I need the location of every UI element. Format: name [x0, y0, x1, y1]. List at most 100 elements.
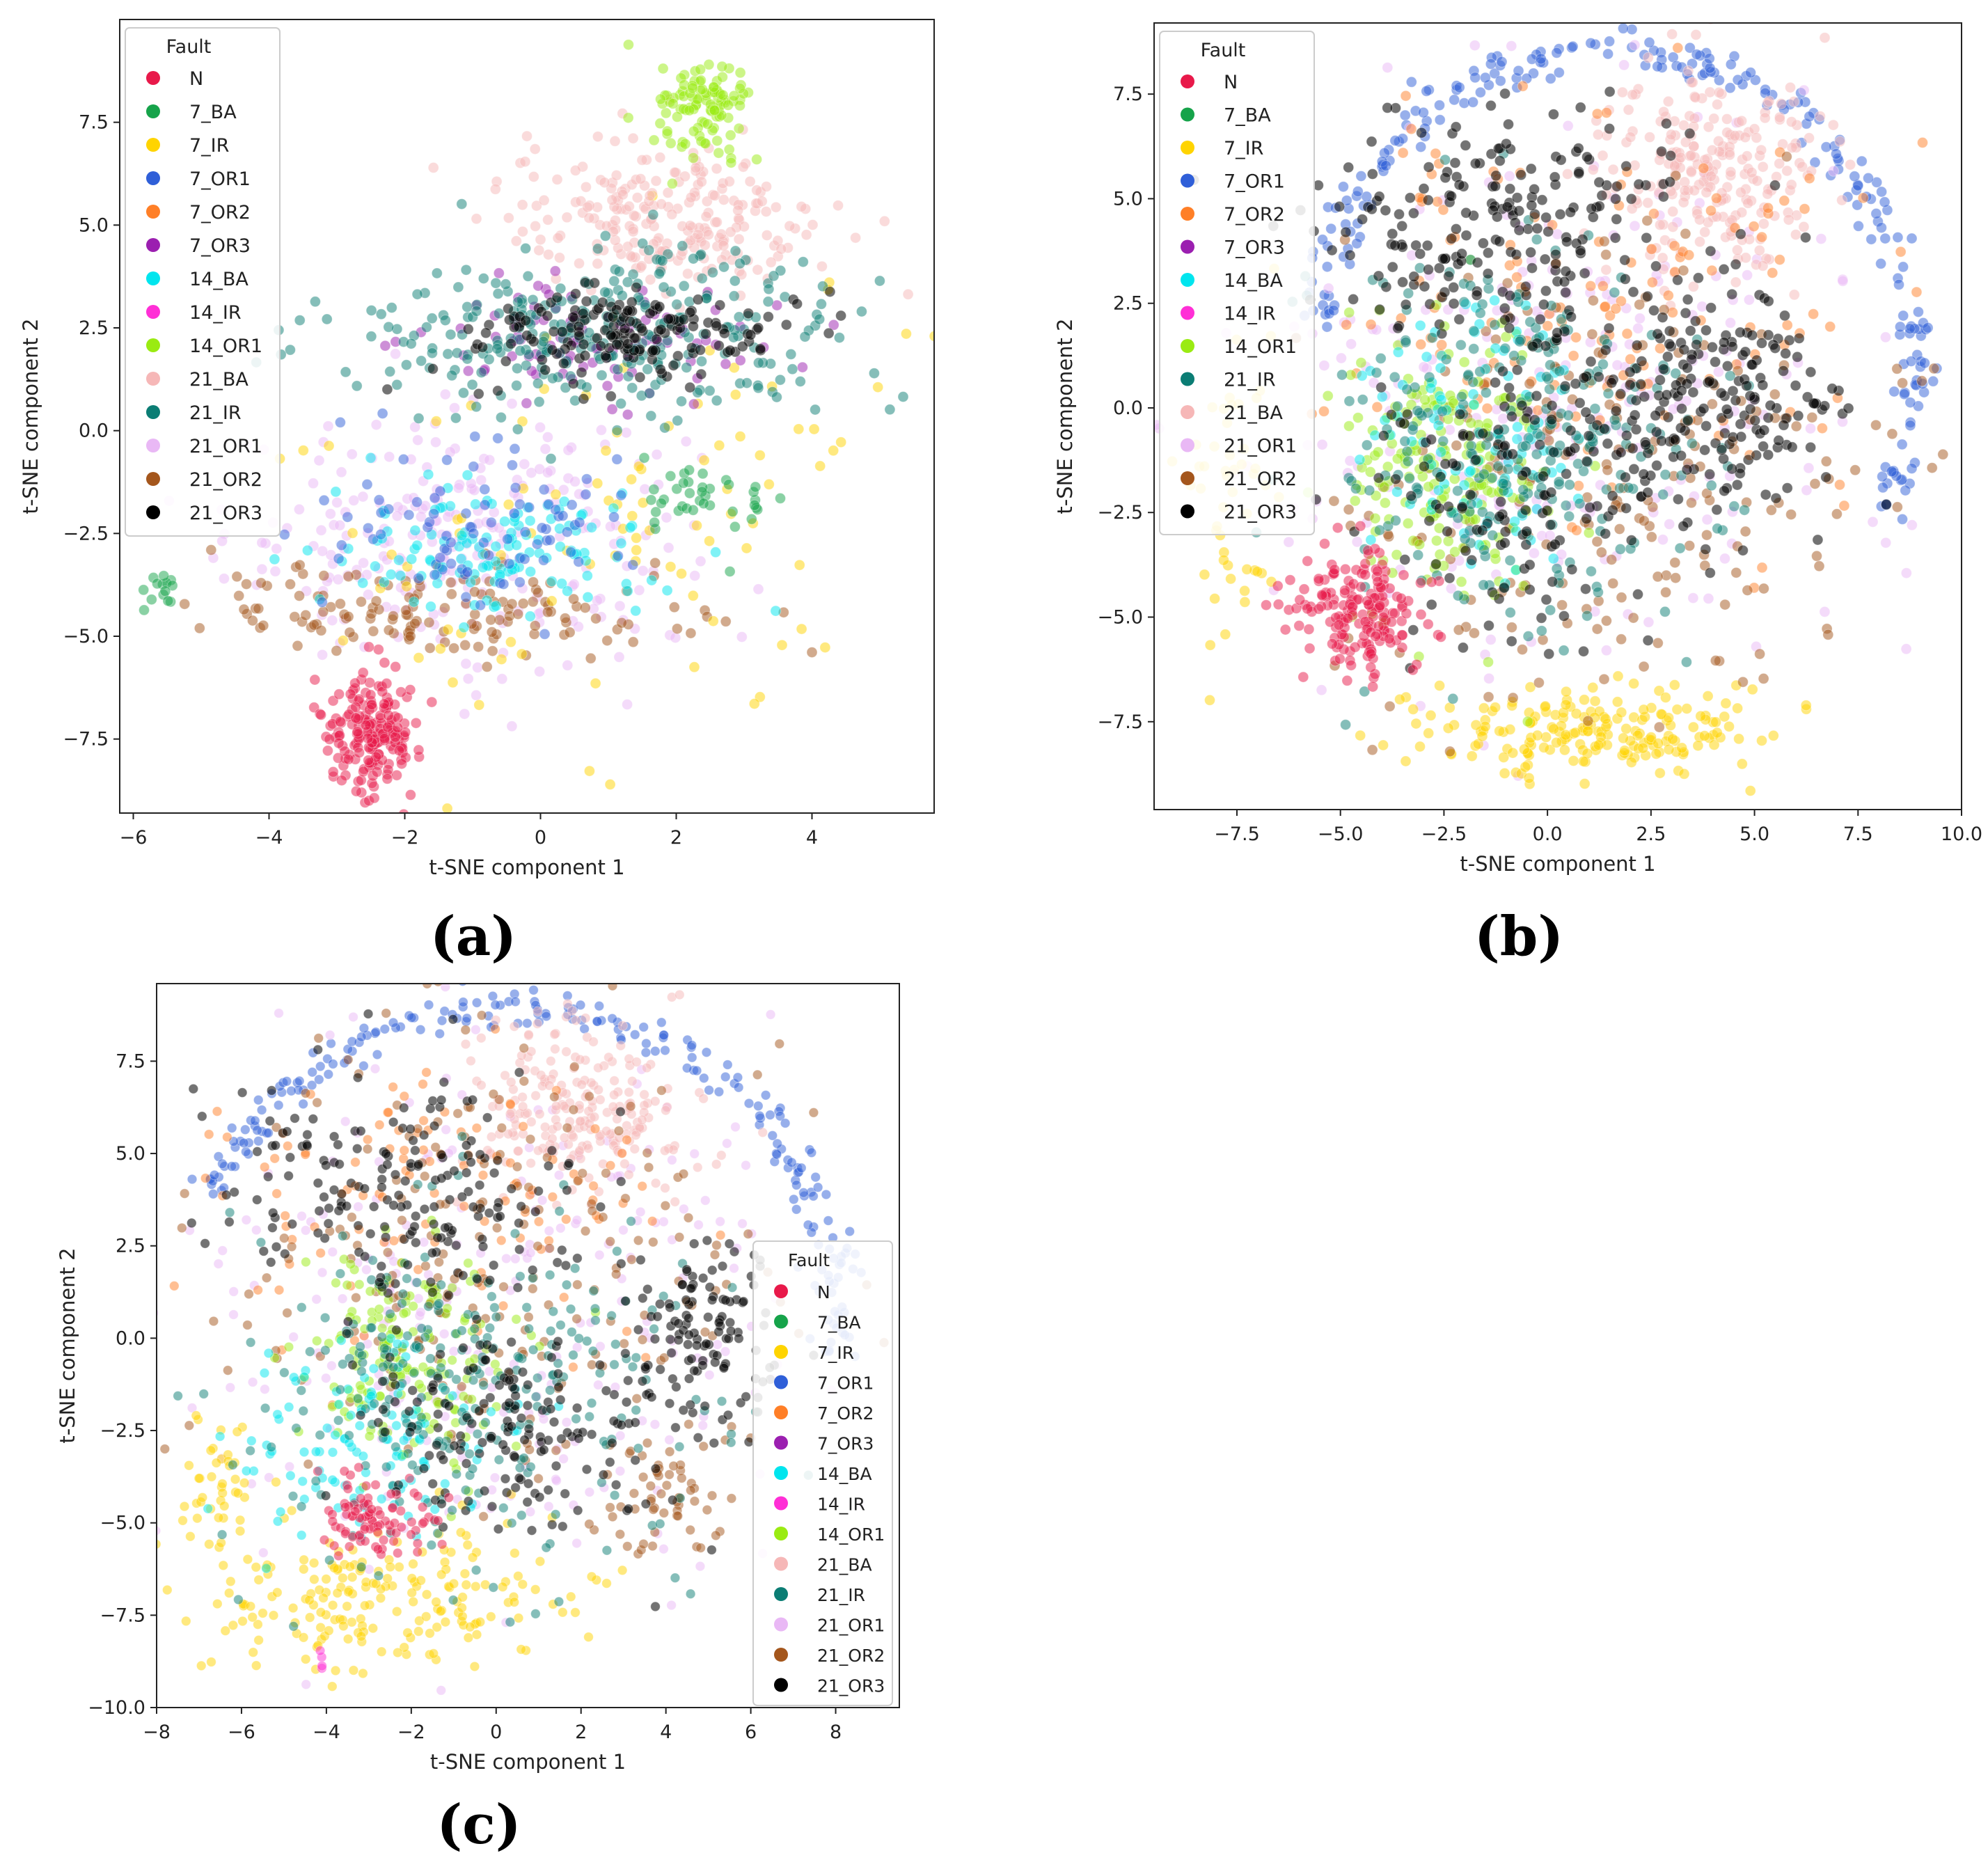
scatter-point-7_IR [1538, 741, 1550, 753]
scatter-point-7_OR1 [550, 504, 562, 516]
scatter-point-21_OR3 [500, 355, 512, 367]
scatter-point-7_IR [1687, 721, 1699, 733]
scatter-point-7_IR [1218, 554, 1229, 566]
scatter-point-21_BA [1724, 149, 1735, 161]
scatter-point-21_BA [1679, 184, 1691, 196]
scatter-point-7_BA [665, 470, 677, 482]
scatter-point-21_OR2 [806, 647, 818, 659]
scatter-point-21_OR1 [1803, 462, 1815, 474]
panel-c: −8 −6 −4 −2 0 2 4 6 8−10.0−7.5−5.0−2.50.02.55.07… [56, 928, 900, 1857]
y-axis-label: t-SNE component 2 [19, 318, 42, 514]
scatter-point-21_BA [1689, 113, 1701, 125]
scatter-point-21_OR3 [1490, 180, 1501, 192]
scatter-point-21_OR3 [1482, 268, 1494, 280]
legend-marker-N [1181, 74, 1194, 88]
scatter-point-21_OR3 [1482, 247, 1494, 259]
scatter-point-21_OR1 [666, 1600, 677, 1611]
scatter-point-7_OR2 [1481, 402, 1493, 414]
scatter-point-21_IR [483, 354, 495, 365]
scatter-point-21_OR3 [1498, 582, 1510, 594]
scatter-point-7_IR [1559, 744, 1570, 756]
scatter-point-7_BA [727, 505, 739, 517]
scatter-point-7_IR [1423, 727, 1435, 739]
legend-marker-14_IR [146, 305, 160, 319]
scatter-point-21_OR1 [390, 348, 402, 360]
legend-label-21_IR: 21_IR [1224, 370, 1276, 391]
scatter-point-N [1414, 577, 1426, 589]
scatter-point-7_OR1 [478, 537, 489, 549]
scatter-point-7_OR1 [638, 1022, 649, 1032]
scatter-point-7_OR1 [379, 1024, 390, 1034]
scatter-point-21_OR1 [736, 631, 748, 643]
scatter-point-21_OR3 [1404, 192, 1416, 204]
scatter-point-7_OR1 [580, 489, 592, 501]
scatter-point-21_OR3 [644, 308, 656, 320]
scatter-point-7_OR1 [1351, 237, 1363, 249]
scatter-point-7_BA [723, 479, 734, 491]
scatter-point-21_OR1 [1483, 672, 1495, 684]
scatter-point-21_OR2 [1586, 329, 1598, 340]
scatter-point-21_OR3 [1566, 564, 1578, 575]
scatter-point-21_OR3 [427, 363, 439, 375]
scatter-point-21_IR [1465, 440, 1477, 452]
scatter-point-21_OR3 [1543, 226, 1554, 237]
scatter-point-21_OR1 [258, 1547, 269, 1558]
scatter-point-7_IR [441, 803, 453, 813]
scatter-point-7_OR1 [294, 1075, 305, 1087]
scatter-point-21_OR1 [1879, 331, 1891, 343]
scatter-point-21_IR [1659, 606, 1671, 617]
scatter-point-7_OR1 [691, 1065, 702, 1076]
scatter-point-21_IR [814, 313, 826, 325]
scatter-point-21_OR3 [1540, 285, 1552, 297]
scatter-point-21_OR3 [1701, 324, 1712, 336]
scatter-point-21_OR3 [1602, 438, 1614, 450]
scatter-point-7_OR1 [565, 546, 577, 558]
scatter-point-7_OR1 [1417, 107, 1429, 118]
scatter-point-N [1342, 613, 1354, 624]
scatter-point-21_OR2 [1928, 363, 1940, 375]
scatter-point-21_BA [519, 156, 531, 168]
scatter-point-7_IR [1659, 692, 1671, 703]
scatter-point-21_BA [1736, 115, 1748, 127]
scatter-point-7_IR [434, 643, 446, 654]
scatter-point-21_BA [1712, 99, 1723, 111]
scatter-point-21_OR1 [607, 928, 617, 938]
scatter-point-21_OR2 [668, 601, 680, 613]
scatter-point-N [1401, 608, 1412, 620]
scatter-point-21_OR3 [1550, 258, 1561, 270]
legend-marker-21_OR3 [1181, 504, 1194, 519]
scatter-point-7_IR [1476, 730, 1488, 742]
scatter-point-7_BA [139, 604, 150, 616]
scatter-point-21_OR1 [1798, 84, 1810, 96]
scatter-point-7_OR1 [767, 1130, 778, 1141]
scatter-point-21_OR3 [1689, 315, 1701, 327]
scatter-point-7_OR1 [641, 1038, 652, 1049]
scatter-point-21_OR1 [1975, 352, 1985, 363]
scatter-point-21_OR3 [558, 358, 569, 369]
scatter-point-21_OR3 [622, 305, 633, 317]
scatter-point-7_BA [648, 484, 660, 496]
scatter-point-7_OR1 [612, 550, 624, 562]
scatter-point-21_OR3 [605, 391, 617, 402]
scatter-point-21_BA [1762, 188, 1774, 200]
scatter-point-21_IR [1371, 367, 1382, 379]
scatter-point-21_IR [1480, 387, 1492, 399]
scatter-point-21_OR2 [1669, 557, 1681, 569]
scatter-point-N [309, 674, 321, 686]
scatter-point-21_OR3 [1765, 400, 1776, 411]
scatter-point-N [381, 721, 393, 733]
scatter-point-7_IR [1746, 684, 1758, 695]
scatter-point-7_OR1 [1927, 375, 1939, 387]
scatter-point-21_OR2 [1638, 515, 1650, 527]
scatter-point-21_OR3 [1735, 418, 1746, 430]
legend-marker-14_BA [1181, 273, 1194, 287]
scatter-point-14_OR1 [622, 112, 634, 124]
scatter-point-21_OR1 [1643, 616, 1655, 628]
scatter-point-21_IR [671, 299, 683, 310]
scatter-point-7_OR1 [1496, 56, 1508, 68]
scatter-point-21_OR3 [1524, 559, 1536, 571]
scatter-point-21_OR1 [1382, 62, 1394, 74]
scatter-point-21_OR2 [542, 606, 553, 618]
scatter-point-7_IR [1407, 703, 1419, 715]
